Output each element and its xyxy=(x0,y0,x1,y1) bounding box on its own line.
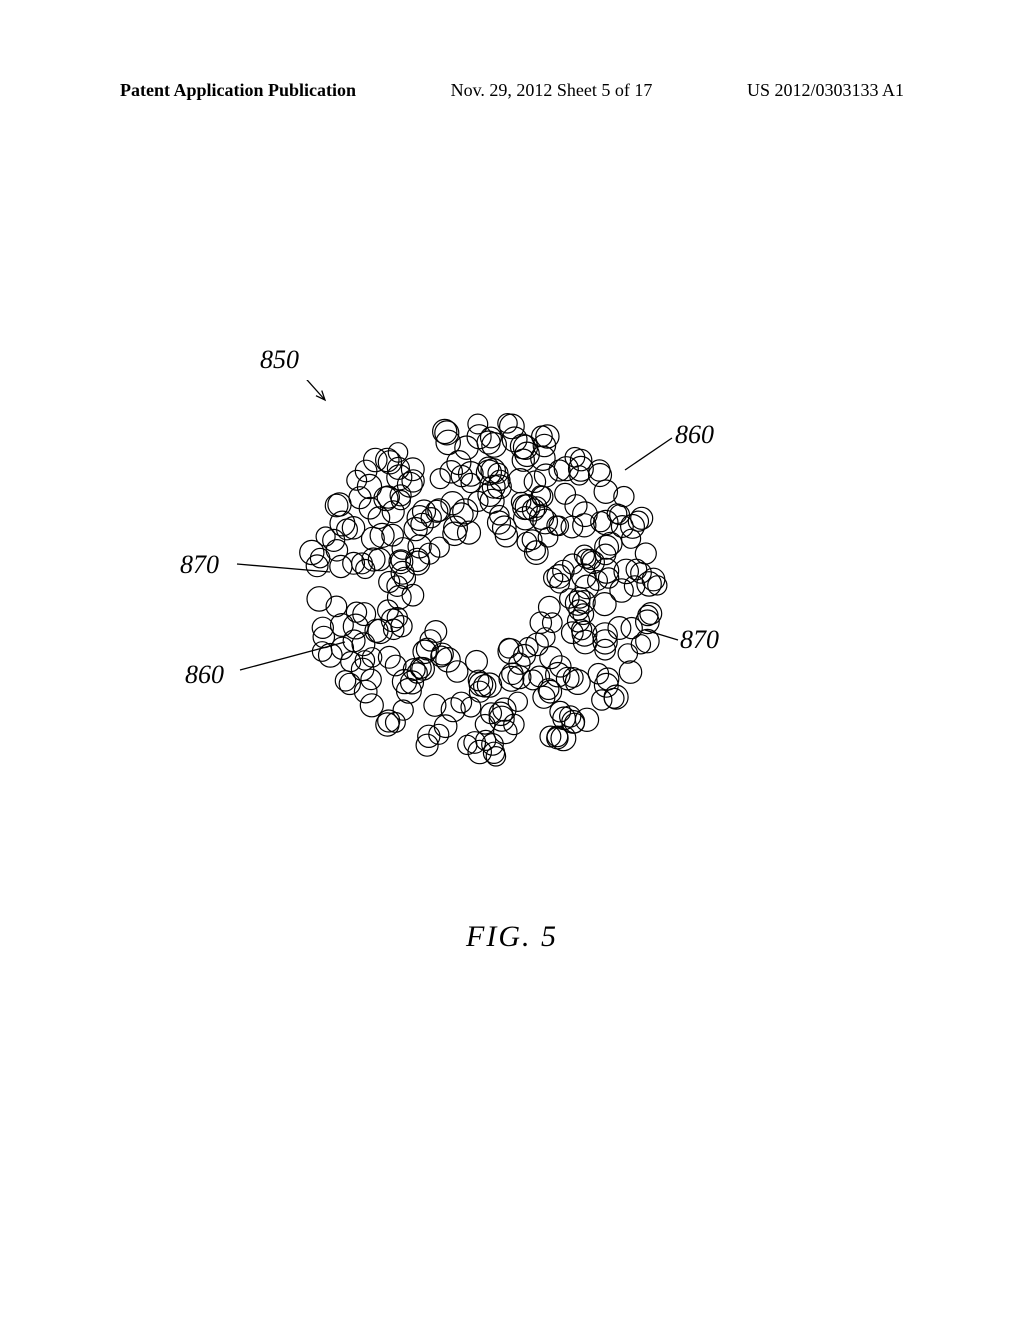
header-publication: Patent Application Publication xyxy=(120,80,356,101)
ref-label-860-top-right: 860 xyxy=(675,420,714,450)
ref-label-850: 850 xyxy=(260,345,299,375)
ref-label-860-bottom-left: 860 xyxy=(185,660,224,690)
ref-label-870-right: 870 xyxy=(680,625,719,655)
page-header: Patent Application Publication Nov. 29, … xyxy=(0,80,1024,101)
header-date-sheet: Nov. 29, 2012 Sheet 5 of 17 xyxy=(451,80,653,101)
ref-label-870-left: 870 xyxy=(180,550,219,580)
header-patent-number: US 2012/0303133 A1 xyxy=(747,80,904,101)
figure-5: 850 860 870 860 870 xyxy=(230,380,790,830)
figure-caption: FIG. 5 xyxy=(0,920,1024,954)
